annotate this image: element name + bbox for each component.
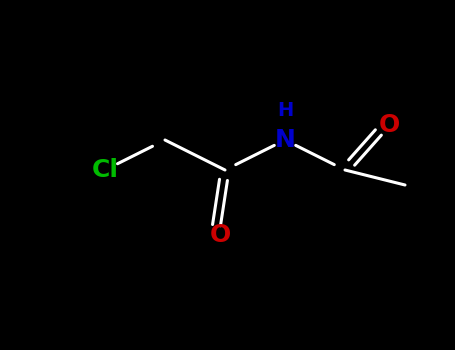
Text: O: O — [379, 113, 399, 137]
Text: O: O — [209, 223, 231, 247]
Text: N: N — [274, 128, 295, 152]
Text: H: H — [277, 100, 293, 119]
Text: Cl: Cl — [91, 158, 118, 182]
